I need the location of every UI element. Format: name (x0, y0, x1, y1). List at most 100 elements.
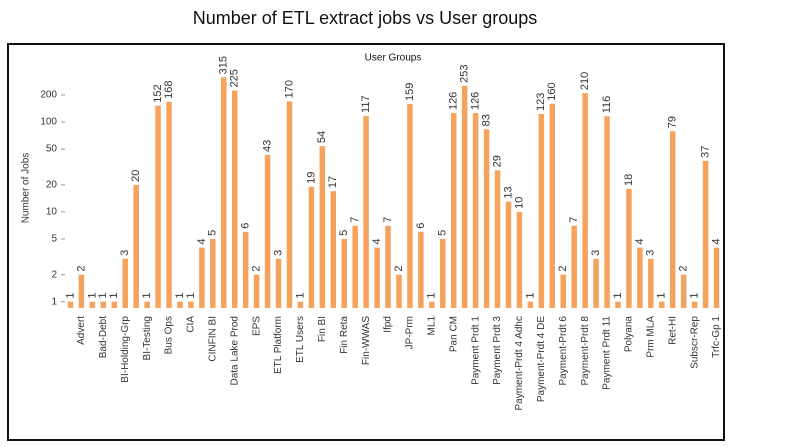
bar (242, 231, 249, 308)
bar (461, 85, 468, 308)
bar (297, 301, 304, 308)
value-label: 3 (119, 250, 131, 256)
value-label: 5 (437, 230, 449, 236)
value-label: 117 (360, 95, 372, 113)
x-tick-label: Payment-Prdt 4 DE (536, 316, 547, 402)
value-label: 2 (678, 266, 690, 272)
value-label: 1 (64, 293, 76, 299)
bar (560, 274, 566, 308)
value-label: 152 (152, 84, 164, 102)
value-label: 210 (579, 72, 591, 90)
value-label: 123 (535, 93, 547, 111)
bar (188, 301, 194, 308)
bar (199, 247, 205, 308)
x-tick-label: Advert (76, 316, 87, 345)
bar (374, 247, 380, 308)
x-tick-label: Polyana (624, 316, 635, 353)
bar (593, 258, 599, 308)
y-tick-label: 20 (46, 179, 58, 190)
bar (418, 231, 424, 308)
value-label: 4 (371, 238, 383, 244)
bar (221, 77, 227, 308)
bar (549, 103, 556, 308)
value-label: 5 (207, 230, 219, 236)
value-label: 3 (590, 250, 602, 256)
bar (385, 225, 391, 308)
x-tick-label: Trfc-Gp 1 (711, 316, 722, 358)
bar (440, 238, 446, 308)
y-tick-label: 2 (51, 269, 57, 280)
x-tick-label: ETL Users (295, 316, 306, 363)
x-tick-label: BI-Testing (142, 316, 153, 360)
x-tick-label: Bus Ops (164, 316, 175, 354)
bar (177, 301, 183, 308)
bar (319, 146, 326, 308)
bar (122, 258, 128, 308)
bar (67, 301, 74, 308)
value-label: 20 (130, 170, 142, 182)
bar (264, 154, 271, 308)
value-label: 159 (404, 83, 416, 101)
y-tick-label: 1 (51, 296, 57, 307)
bar (330, 191, 337, 308)
value-label: 315 (218, 56, 230, 74)
bar (133, 184, 139, 308)
bar (483, 129, 490, 308)
value-label: 170 (283, 80, 295, 98)
bar (582, 93, 588, 308)
value-label: 4 (196, 238, 208, 244)
value-label: 7 (382, 217, 394, 223)
x-tick-label: Subscr-Rep (689, 316, 700, 369)
value-label: 168 (163, 80, 175, 98)
value-label: 7 (349, 217, 361, 223)
x-tick-label: Fin BI (317, 316, 328, 342)
bar (111, 301, 118, 308)
bar (396, 274, 402, 308)
value-label: 1 (86, 293, 98, 299)
bar (275, 258, 282, 308)
bar (527, 301, 534, 308)
x-tick-label: Payment Prdt 1 (470, 316, 481, 385)
value-label: 3 (272, 250, 284, 256)
x-tick-label: BI-Holding-Grp (120, 316, 131, 383)
x-tick-label: Payment-Prdt 8 (580, 316, 591, 386)
value-label: 54 (316, 131, 328, 143)
y-tick-label: 50 (46, 144, 58, 155)
bar (100, 301, 107, 308)
bar (626, 188, 632, 308)
x-tick-label: Payment-Prdt 4 Adhc (514, 316, 525, 411)
value-label: 126 (470, 92, 482, 110)
bar (472, 113, 479, 308)
x-tick-label: Payment-Prdt 6 (558, 316, 569, 386)
x-tick-label: Ret-HI (667, 316, 678, 345)
bar (505, 201, 512, 308)
x-tick-label: Prm MLA (645, 316, 656, 358)
x-tick-label: Payment Prdt 3 (492, 316, 503, 385)
value-label: 10 (513, 197, 525, 209)
x-tick-label: Fin Reta (339, 316, 350, 354)
frame (7, 43, 725, 441)
bar (648, 258, 654, 308)
value-label: 2 (393, 266, 405, 272)
value-label: 4 (634, 238, 646, 244)
chart-title: Number of ETL extract jobs vs User group… (193, 8, 537, 28)
y-tick-label: 100 (40, 117, 57, 128)
subtitle: User Groups (365, 53, 422, 64)
value-label: 1 (524, 293, 536, 299)
value-label: 3 (645, 250, 657, 256)
value-label: 7 (568, 217, 580, 223)
bar (78, 274, 85, 308)
bar (702, 160, 709, 308)
bar (494, 170, 501, 308)
x-tick-label: CINFIN BI (207, 316, 218, 362)
x-tick-label: ML1 (426, 316, 437, 336)
y-tick-label: 5 (51, 234, 57, 245)
value-label: 225 (229, 69, 241, 87)
bar (713, 247, 720, 308)
x-tick-label: ETL Platform (273, 316, 284, 374)
bar (691, 301, 698, 308)
y-axis-label: Number of Jobs (21, 153, 32, 224)
bar (210, 238, 216, 308)
value-label: 1 (97, 293, 109, 299)
value-label: 79 (667, 116, 679, 128)
